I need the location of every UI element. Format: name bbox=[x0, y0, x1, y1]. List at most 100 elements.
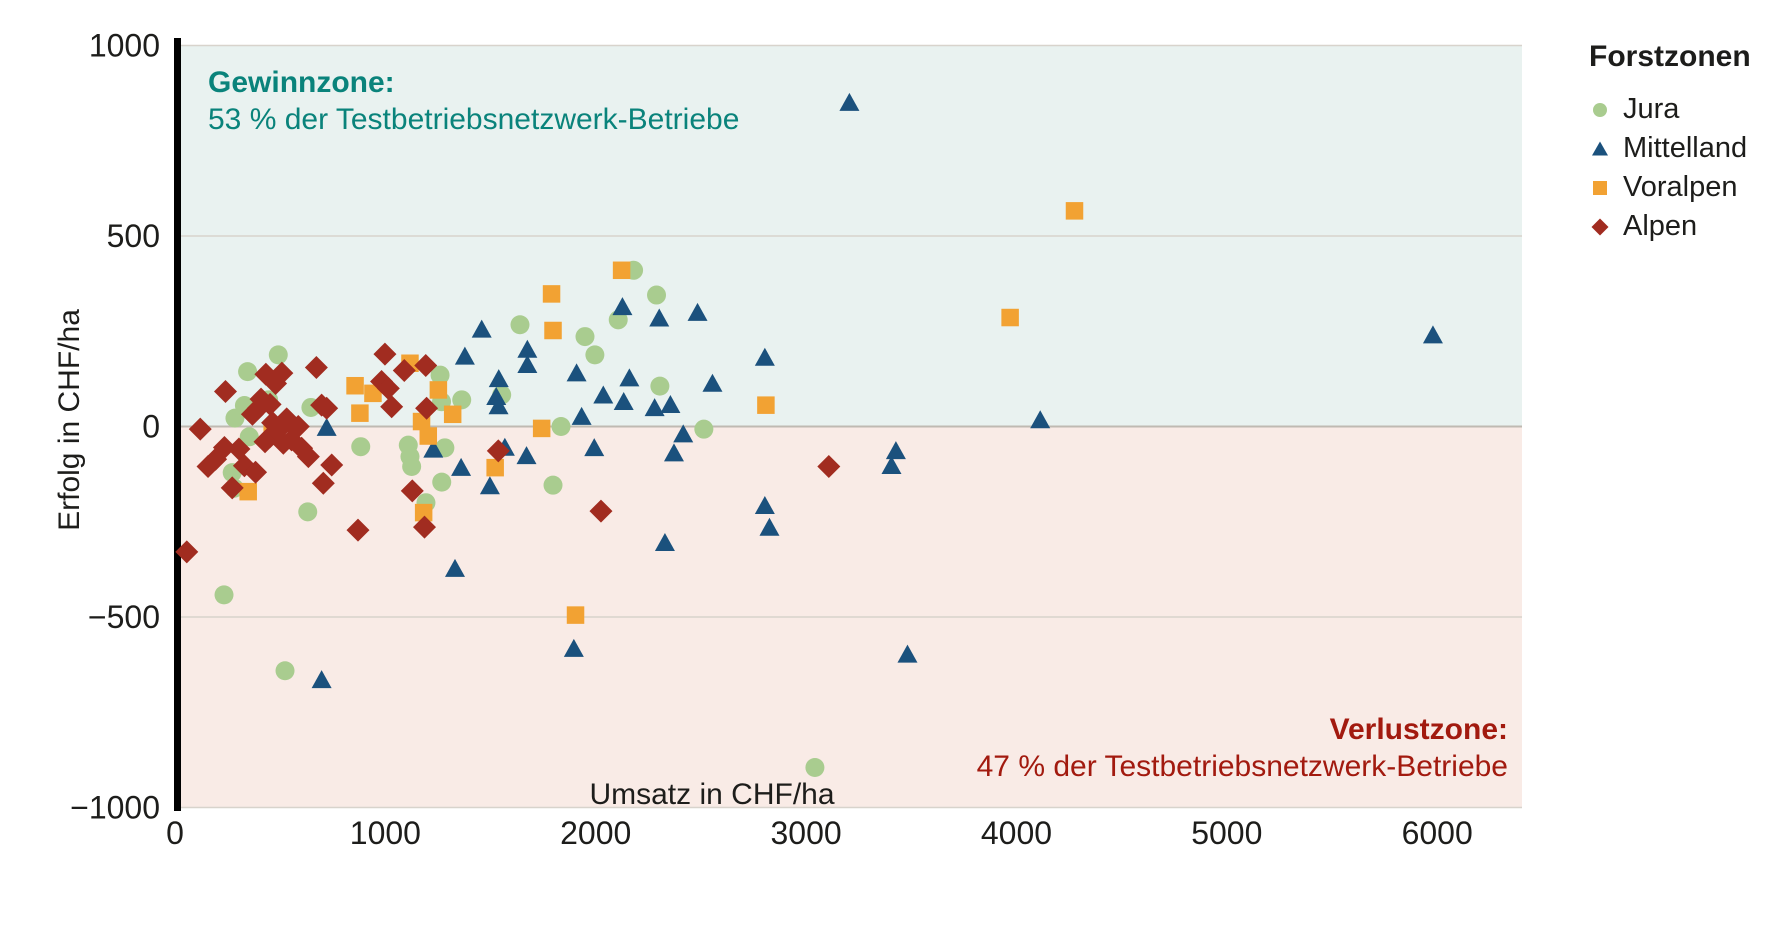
x-tick-label: 0 bbox=[166, 815, 184, 851]
data-point-alpen bbox=[175, 540, 199, 564]
data-point-alpen bbox=[296, 445, 320, 469]
data-point-jura bbox=[298, 502, 318, 522]
data-point-jura bbox=[402, 457, 422, 477]
data-point-voralpen bbox=[414, 503, 433, 522]
data-point-mittelland bbox=[649, 308, 670, 327]
gewinnzone-sublabel: 53 % der Testbetriebsnetzwerk-Betriebe bbox=[208, 103, 740, 136]
data-point-mittelland bbox=[571, 406, 592, 425]
data-point-voralpen bbox=[532, 419, 551, 438]
data-point-jura bbox=[430, 365, 450, 385]
alpen-legend-marker-icon bbox=[1591, 218, 1609, 235]
legend-item-label: Alpen bbox=[1623, 210, 1698, 242]
data-point-jura bbox=[551, 417, 571, 436]
y-tick-label: 500 bbox=[107, 218, 160, 254]
data-point-mittelland bbox=[471, 319, 492, 338]
x-tick-label: 6000 bbox=[1402, 815, 1473, 851]
data-point-jura bbox=[432, 472, 452, 492]
data-point-mittelland bbox=[759, 517, 780, 536]
legend-item-alpen: Alpen bbox=[1589, 207, 1751, 246]
data-point-voralpen bbox=[1065, 202, 1084, 220]
data-point-voralpen bbox=[351, 404, 369, 422]
data-point-mittelland bbox=[488, 396, 509, 415]
data-point-jura bbox=[575, 327, 595, 347]
data-point-voralpen bbox=[757, 396, 775, 414]
data-point-mittelland bbox=[885, 441, 906, 460]
data-point-alpen bbox=[817, 455, 841, 479]
data-point-mittelland bbox=[881, 456, 902, 475]
data-point-jura bbox=[268, 345, 288, 365]
x-tick-label: 5000 bbox=[1191, 815, 1262, 851]
data-point-alpen bbox=[220, 476, 244, 500]
data-point-alpen bbox=[486, 439, 510, 463]
data-point-mittelland bbox=[1030, 410, 1051, 429]
data-point-mittelland bbox=[444, 558, 465, 577]
data-point-mittelland bbox=[644, 398, 665, 417]
data-point-mittelland bbox=[486, 387, 507, 406]
data-point-jura bbox=[543, 475, 563, 495]
y-tick-label: −1000 bbox=[70, 790, 160, 826]
data-point-alpen bbox=[320, 453, 344, 477]
data-point-voralpen bbox=[364, 384, 382, 403]
legend-item-mittelland: Mittelland bbox=[1589, 129, 1751, 168]
y-tick-label: 0 bbox=[142, 409, 160, 445]
data-point-mittelland bbox=[316, 417, 337, 436]
data-point-mittelland bbox=[566, 363, 587, 382]
data-point-mittelland bbox=[654, 532, 675, 551]
data-point-alpen bbox=[373, 342, 397, 366]
data-point-mittelland bbox=[517, 339, 538, 358]
data-point-jura bbox=[452, 390, 472, 410]
x-tick-label: 2000 bbox=[560, 815, 631, 851]
data-point-jura bbox=[214, 585, 234, 605]
data-point-voralpen bbox=[419, 427, 438, 445]
legend-item-label: Mittelland bbox=[1623, 132, 1748, 164]
data-point-voralpen bbox=[346, 376, 364, 395]
data-point-mittelland bbox=[516, 446, 537, 465]
data-point-mittelland bbox=[754, 496, 775, 515]
data-point-jura bbox=[647, 285, 667, 305]
mittelland-legend-marker-icon bbox=[1592, 141, 1608, 155]
verlustzone-label: Verlustzone: bbox=[1329, 713, 1508, 746]
data-point-alpen bbox=[346, 518, 370, 542]
data-point-voralpen bbox=[542, 285, 561, 303]
data-point-alpen bbox=[304, 355, 328, 379]
data-point-alpen bbox=[253, 430, 277, 454]
data-point-alpen bbox=[244, 460, 268, 484]
data-point-mittelland bbox=[517, 355, 538, 374]
data-point-alpen bbox=[392, 358, 416, 382]
data-point-alpen bbox=[589, 499, 613, 523]
data-point-alpen bbox=[315, 396, 339, 420]
data-point-alpen bbox=[213, 379, 237, 403]
legend-item-jura: Jura bbox=[1589, 90, 1751, 129]
data-point-voralpen bbox=[1001, 308, 1019, 327]
data-point-alpen bbox=[311, 471, 335, 495]
data-point-alpen bbox=[412, 515, 436, 539]
legend-item-voralpen: Voralpen bbox=[1589, 168, 1751, 207]
data-point-mittelland bbox=[702, 373, 723, 392]
data-point-mittelland bbox=[613, 391, 634, 410]
data-point-mittelland bbox=[687, 302, 708, 321]
y-axis-title: Erfolg in CHF/ha bbox=[53, 309, 86, 531]
jura-legend-marker-icon bbox=[1593, 102, 1607, 117]
y-tick-label: −500 bbox=[88, 599, 160, 635]
gewinnzone-annotation: Gewinnzone: 53 % der Testbetriebsnetzwer… bbox=[208, 64, 739, 138]
legend-title: Forstzonen bbox=[1589, 40, 1751, 73]
verlustzone-sublabel: 47 % der Testbetriebsnetzwerk-Betriebe bbox=[976, 750, 1508, 783]
data-point-jura bbox=[510, 315, 530, 335]
legend-item-label: Jura bbox=[1623, 93, 1680, 125]
data-point-jura bbox=[238, 362, 258, 382]
data-point-mittelland bbox=[619, 368, 640, 387]
data-point-mittelland bbox=[593, 385, 614, 404]
data-point-jura bbox=[694, 419, 714, 439]
data-point-alpen bbox=[212, 435, 236, 459]
data-point-voralpen bbox=[566, 606, 585, 624]
data-point-mittelland bbox=[660, 395, 681, 414]
legend-items: Jura Mittelland Voralpen Alpen bbox=[1589, 90, 1751, 246]
data-point-voralpen bbox=[544, 321, 562, 340]
data-point-mittelland bbox=[423, 439, 444, 458]
data-point-alpen bbox=[415, 396, 439, 420]
y-tick-label: 1000 bbox=[89, 28, 160, 64]
y-axis-line bbox=[174, 38, 181, 811]
data-point-mittelland bbox=[454, 346, 475, 365]
